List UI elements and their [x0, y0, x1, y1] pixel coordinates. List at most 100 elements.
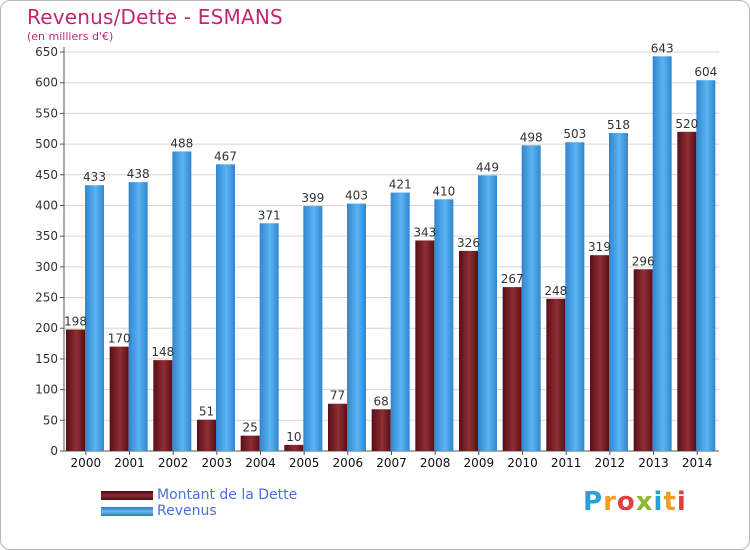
bar-revenue	[172, 151, 192, 452]
bar-debt	[502, 287, 522, 451]
x-tick-label: 2010	[507, 456, 538, 470]
bar-debt	[109, 346, 129, 451]
y-tick-label: 500	[35, 137, 58, 151]
data-label-revenue: 643	[651, 41, 674, 55]
bar-debt	[633, 269, 653, 451]
legend-item-revenue: Revenus	[101, 503, 297, 519]
legend: Montant de la Dette Revenus	[101, 487, 297, 519]
data-label-revenue: 518	[607, 118, 630, 132]
data-label-debt: 198	[64, 314, 87, 328]
x-tick-label: 2008	[420, 456, 451, 470]
bar-revenue	[216, 164, 235, 451]
bar-debt	[66, 329, 85, 451]
data-label-debt: 148	[151, 345, 174, 359]
data-label-revenue: 371	[258, 208, 281, 222]
bar-debt	[546, 298, 566, 451]
logo-letter: r	[603, 487, 617, 517]
y-tick-label: 550	[35, 106, 58, 120]
logo-letter: i	[676, 487, 687, 517]
x-tick-label: 2005	[289, 456, 320, 470]
logo-letter: o	[616, 487, 636, 517]
x-tick-label: 2007	[376, 456, 407, 470]
bar-revenue	[434, 199, 454, 451]
bar-debt	[459, 250, 478, 451]
x-tick-label: 2013	[638, 456, 669, 470]
data-label-revenue: 438	[127, 167, 150, 181]
bar-debt	[153, 360, 173, 451]
x-tick-label: 2003	[202, 456, 233, 470]
data-label-revenue: 498	[520, 130, 543, 144]
bar-debt	[590, 255, 609, 451]
bar-revenue	[652, 56, 672, 451]
data-label-revenue: 410	[432, 184, 455, 198]
data-label-debt: 343	[413, 225, 436, 239]
x-tick-label: 2000	[71, 456, 102, 470]
y-tick-label: 300	[35, 260, 58, 274]
logo-letter: P	[583, 487, 604, 517]
data-label-revenue: 467	[214, 149, 237, 163]
bar-revenue	[128, 182, 148, 452]
logo-letter: i	[653, 487, 664, 517]
bar-revenue	[85, 185, 104, 451]
data-label-debt: 267	[501, 272, 524, 286]
data-label-revenue: 604	[694, 65, 717, 79]
x-tick-label: 2002	[158, 456, 189, 470]
chart-subtitle: (en milliers d'€)	[27, 30, 114, 43]
legend-label-revenue: Revenus	[157, 502, 217, 519]
y-tick-label: 0	[50, 444, 58, 458]
y-tick-label: 100	[35, 383, 58, 397]
bar-revenue	[696, 80, 716, 451]
data-label-revenue: 433	[83, 170, 106, 184]
legend-swatch-revenue	[101, 506, 153, 516]
x-tick-label: 2011	[551, 456, 582, 470]
data-label-debt: 326	[457, 236, 480, 250]
x-tick-label: 2009	[464, 456, 495, 470]
bar-debt	[415, 240, 435, 451]
bar-revenue	[521, 145, 541, 451]
y-tick-label: 600	[35, 76, 58, 90]
bar-debt	[284, 444, 304, 451]
data-label-debt: 68	[374, 394, 389, 408]
data-label-debt: 520	[675, 117, 698, 131]
data-label-debt: 248	[544, 284, 567, 298]
proxiti-logo: Proxiti	[583, 487, 687, 517]
data-label-debt: 170	[108, 332, 131, 346]
x-tick-label: 2014	[682, 456, 713, 470]
y-tick-label: 50	[43, 413, 58, 427]
data-label-debt: 51	[199, 405, 214, 419]
bar-debt	[328, 403, 347, 451]
data-label-revenue: 488	[170, 136, 193, 150]
y-tick-label: 450	[35, 168, 58, 182]
data-label-debt: 77	[330, 389, 345, 403]
bar-debt	[371, 409, 391, 451]
y-tick-label: 150	[35, 352, 58, 366]
data-label-debt: 296	[632, 254, 655, 268]
bar-revenue	[259, 223, 279, 451]
logo-letter: t	[663, 487, 677, 517]
data-label-revenue: 399	[301, 191, 324, 205]
x-tick-label: 2004	[245, 456, 276, 470]
legend-item-debt: Montant de la Dette	[101, 487, 297, 503]
data-label-debt: 319	[588, 240, 611, 254]
logo-letter: x	[635, 487, 654, 517]
bar-revenue	[478, 175, 497, 452]
data-label-revenue: 403	[345, 189, 368, 203]
y-tick-label: 400	[35, 198, 58, 212]
data-label-revenue: 503	[563, 127, 586, 141]
legend-swatch-debt	[101, 490, 153, 500]
bar-debt	[240, 435, 260, 451]
x-tick-label: 2001	[114, 456, 145, 470]
data-label-revenue: 449	[476, 160, 499, 174]
y-tick-label: 350	[35, 229, 58, 243]
bar-revenue	[347, 203, 366, 451]
y-tick-label: 200	[35, 321, 58, 335]
bar-revenue	[390, 192, 410, 451]
x-tick-label: 2006	[333, 456, 364, 470]
bar-debt	[677, 131, 697, 452]
bar-debt	[197, 419, 216, 451]
bar-revenue	[609, 133, 628, 451]
legend-label-debt: Montant de la Dette	[157, 486, 298, 503]
data-label-debt: 25	[243, 421, 258, 435]
